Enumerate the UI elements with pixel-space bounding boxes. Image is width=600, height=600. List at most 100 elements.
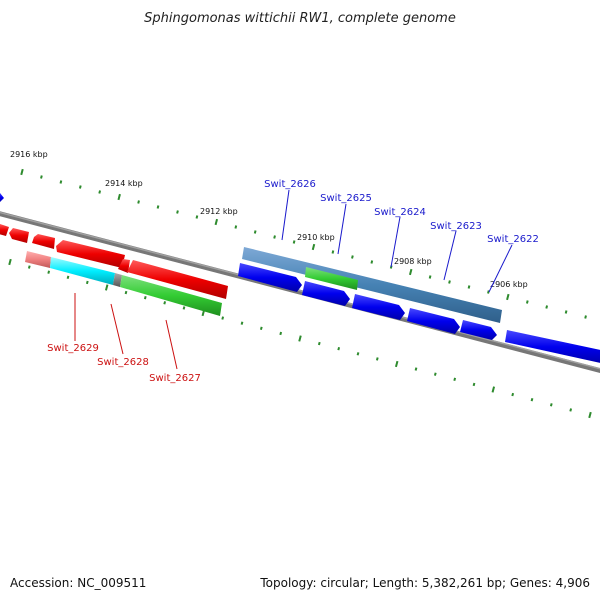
minor-tick — [98, 190, 102, 194]
minor-tick — [47, 270, 51, 274]
leader-line-swit-2623 — [443, 230, 457, 281]
major-tick — [8, 258, 12, 266]
minor-tick — [467, 285, 471, 289]
minor-tick — [337, 346, 341, 351]
cog-bar-cyan — [50, 257, 115, 285]
gene-arrow-forward-edge — [0, 193, 4, 202]
accession-text: Accession: NC_009511 — [10, 576, 147, 590]
major-tick — [408, 268, 413, 276]
forward-strand-genes — [238, 263, 600, 363]
cog-bars-reverse — [25, 251, 222, 316]
major-tick — [214, 218, 219, 226]
gene-arrow-forward — [460, 320, 497, 340]
position-label: 2916 kbp — [10, 150, 48, 159]
major-tick — [20, 168, 24, 176]
minor-tick — [124, 290, 128, 295]
minor-tick — [59, 180, 63, 184]
minor-tick — [414, 367, 418, 371]
gene-arrow-reverse — [118, 259, 130, 273]
minor-tick — [370, 260, 374, 264]
map-title: Sphingomonas wittichii RW1, complete gen… — [144, 11, 456, 26]
gene-label-swit-2629: Swit_2629 — [47, 343, 99, 354]
minor-tick — [351, 255, 354, 259]
minor-tick — [569, 408, 573, 412]
minor-tick — [511, 392, 515, 397]
gene-arrow-forward — [238, 263, 302, 292]
leader-line-swit-2628 — [110, 303, 124, 355]
minor-tick — [66, 275, 70, 280]
gene-arrow-reverse — [127, 260, 228, 299]
gene-arrow-forward — [352, 294, 405, 320]
leader-line-swit-2627 — [165, 319, 178, 370]
gene-arrow-forward — [407, 308, 460, 334]
cog-bar-green — [120, 275, 222, 316]
gene-arrow-forward — [505, 330, 600, 363]
gene-label-swit-2626: Swit_2626 — [264, 179, 316, 190]
gene-arrow-reverse — [0, 224, 9, 236]
minor-tick — [433, 372, 437, 376]
gene-label-swit-2622: Swit_2622 — [487, 234, 539, 245]
outer-tick-row — [20, 168, 587, 319]
leader-line-swit-2625 — [337, 203, 347, 255]
minor-tick — [137, 200, 140, 204]
cog-bars-forward — [242, 247, 502, 323]
minor-tick — [564, 310, 568, 314]
leader-line-swit-2622 — [488, 244, 513, 293]
minor-tick — [530, 397, 534, 402]
major-tick — [298, 335, 302, 342]
minor-tick — [356, 352, 360, 356]
minor-tick — [85, 280, 89, 285]
minor-tick — [525, 300, 529, 304]
gene-arrow-reverse — [32, 234, 55, 249]
gene-label-swit-2623: Swit_2623 — [430, 221, 482, 232]
minor-tick — [273, 235, 276, 239]
minor-tick — [176, 210, 179, 214]
major-tick — [394, 360, 399, 368]
position-labels: 2916 kbp 2914 kbp 2912 kbp 2910 kbp 2908… — [10, 150, 528, 289]
gene-labels: Swit_2626 Swit_2625 Swit_2624 Swit_2623 … — [47, 179, 539, 384]
gene-label-swit-2624: Swit_2624 — [374, 207, 426, 218]
position-label: 2914 kbp — [105, 179, 143, 188]
minor-tick — [453, 377, 457, 382]
major-tick — [491, 386, 496, 393]
cog-bar-green-small — [305, 267, 358, 290]
major-tick — [201, 309, 206, 317]
reverse-strand-genes — [0, 224, 228, 299]
position-label: 2906 kbp — [490, 280, 528, 289]
gene-arrow-reverse — [9, 228, 29, 243]
minor-tick — [331, 250, 335, 254]
minor-tick — [182, 306, 186, 310]
minor-tick — [27, 265, 31, 269]
major-tick — [311, 243, 316, 251]
position-label: 2908 kbp — [394, 257, 432, 266]
cog-bar-grey — [113, 273, 122, 287]
major-tick — [588, 411, 592, 419]
major-tick — [506, 293, 510, 301]
gene-leader-lines — [74, 189, 513, 370]
minor-tick — [156, 205, 160, 209]
minor-tick — [143, 295, 147, 300]
cog-bar-salmon — [25, 251, 51, 268]
position-label: 2910 kbp — [297, 233, 335, 242]
minor-tick — [253, 230, 257, 234]
minor-tick — [472, 382, 476, 387]
gene-arrow-reverse — [56, 240, 125, 268]
minor-tick — [448, 280, 451, 284]
minor-tick — [549, 403, 553, 407]
minor-tick — [584, 315, 587, 319]
gene-arrow-forward — [302, 281, 350, 306]
topology-text: Topology: circular; Length: 5,382,261 bp… — [260, 576, 590, 590]
minor-tick — [195, 215, 199, 219]
gene-label-swit-2628: Swit_2628 — [97, 357, 149, 368]
gene-label-swit-2627: Swit_2627 — [149, 373, 201, 384]
inner-tick-row — [8, 258, 592, 419]
position-label: 2912 kbp — [200, 207, 238, 216]
minor-tick — [317, 341, 321, 346]
minor-tick — [545, 305, 549, 309]
minor-tick — [40, 175, 43, 179]
major-tick — [117, 193, 121, 201]
leader-line-swit-2626 — [281, 189, 290, 241]
minor-tick — [279, 331, 283, 336]
minor-tick — [428, 275, 432, 279]
